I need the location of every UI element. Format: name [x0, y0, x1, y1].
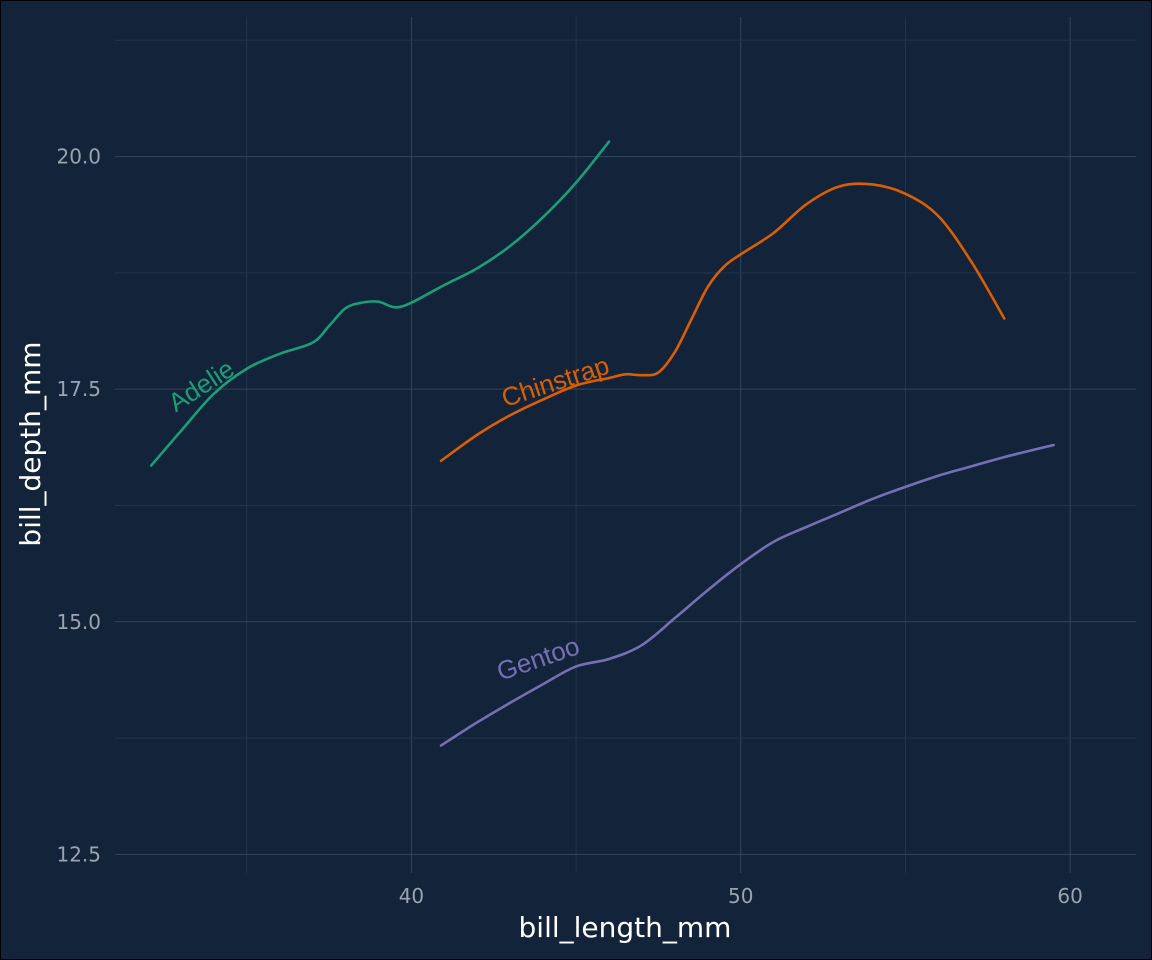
x-tick-label: 40	[399, 884, 424, 908]
series-line-chinstrap	[439, 182, 1006, 463]
x-tick-label: 60	[1057, 884, 1082, 908]
y-tick-label: 17.5	[56, 377, 101, 401]
y-tick-label: 12.5	[56, 842, 101, 866]
series-line-gentoo	[439, 443, 1055, 747]
series-label-chinstrap: Chinstrap	[498, 350, 613, 413]
tick-labels: 40 50 60 12.5 15.0 17.5 20.0	[56, 145, 1082, 908]
x-axis-title: bill_length_mm	[519, 911, 732, 944]
x-tick-label: 50	[728, 884, 753, 908]
y-axis-title: bill_depth_mm	[14, 341, 47, 546]
y-tick-label: 20.0	[56, 145, 101, 169]
y-tick-label: 15.0	[56, 610, 101, 634]
series-lines	[149, 140, 1055, 747]
series-line-adelie	[149, 140, 611, 467]
grid-lines	[115, 17, 1136, 873]
series-label-gentoo: Gentoo	[493, 630, 583, 686]
